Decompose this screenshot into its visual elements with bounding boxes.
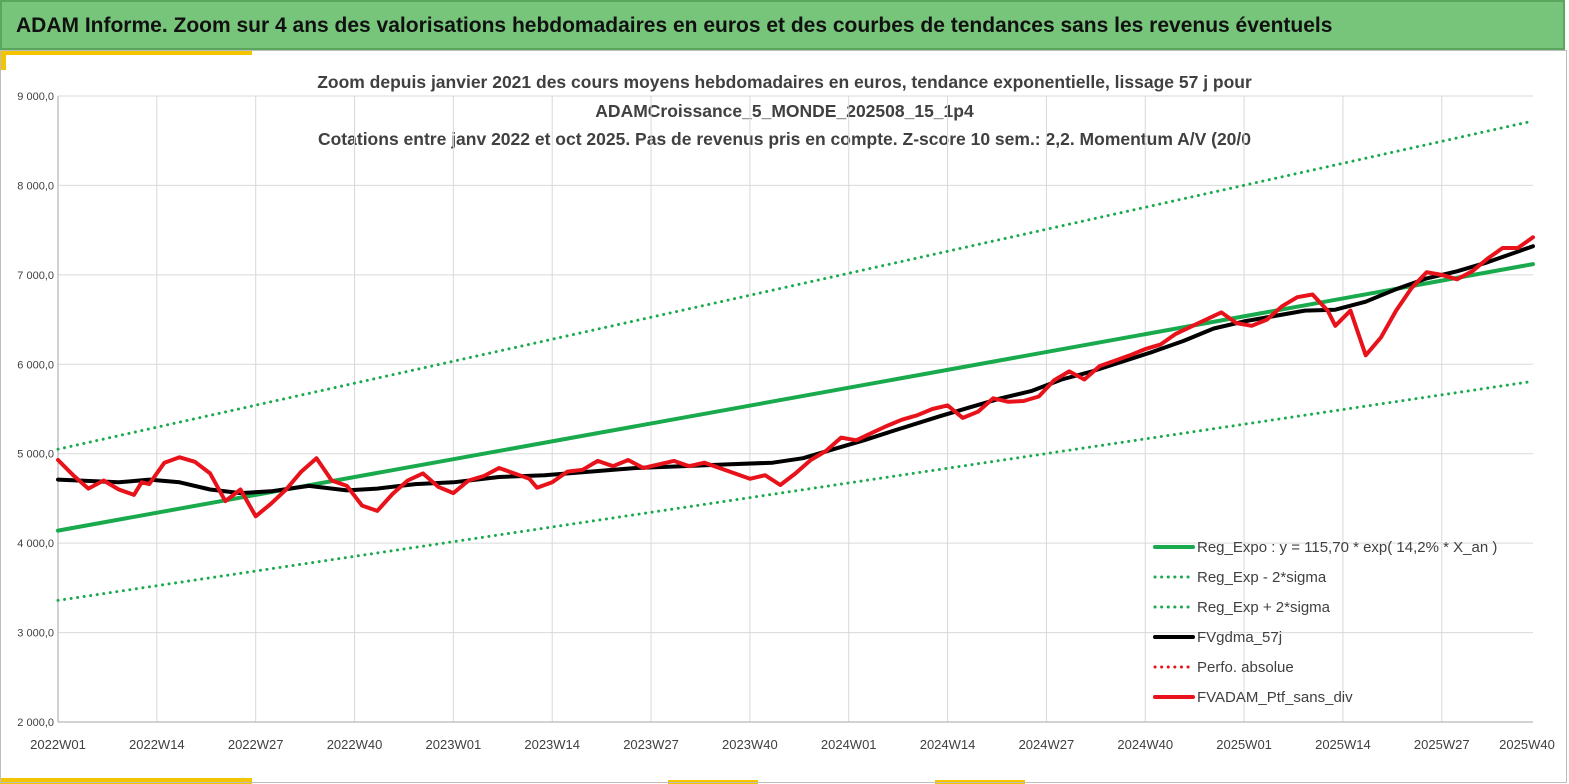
header-bar: ADAM Informe. Zoom sur 4 ans des valoris…	[0, 0, 1565, 50]
x-tick-label: 2022W01	[30, 737, 86, 752]
x-tick-label: 2024W27	[1019, 737, 1075, 752]
x-tick-label: 2024W01	[821, 737, 877, 752]
x-tick-label: 2024W14	[920, 737, 976, 752]
x-tick-label: 2024W40	[1117, 737, 1173, 752]
series-line-fvgdma-57j	[56, 244, 1535, 496]
x-tick-label: 2025W40	[1499, 737, 1555, 752]
page-title: ADAM Informe. Zoom sur 4 ans des valoris…	[16, 14, 1333, 37]
x-tick-label: 2025W01	[1216, 737, 1272, 752]
x-tick-label: 2022W40	[327, 737, 383, 752]
y-tick-label: 4 000,0	[17, 538, 54, 550]
chart-title-line-3: Cotations entre janv 2022 et oct 2025. P…	[317, 129, 1252, 149]
y-tick-label: 6 000,0	[17, 359, 54, 371]
x-tick-label: 2025W14	[1315, 737, 1371, 752]
y-tick-label: 3 000,0	[17, 628, 54, 640]
x-tick-label: 2022W27	[228, 737, 284, 752]
y-tick-label: 2 000,0	[17, 717, 54, 729]
legend-label: Reg_Exp + 2*sigma	[1197, 599, 1331, 616]
legend-label: Reg_Expo : y = 115,70 * exp( 14,2% * X_a…	[1197, 539, 1497, 556]
accent-bar-left	[0, 50, 6, 70]
chart-title-line-2: ADAMCroissance_5_MONDE_202508_15_1p4	[595, 101, 974, 121]
series-line-fvadam-ptf-sans-div	[56, 235, 1535, 519]
legend-label: FVgdma_57j	[1197, 629, 1282, 646]
accent-bar-top	[0, 50, 252, 55]
legend-label: FVADAM_Ptf_sans_div	[1197, 689, 1353, 706]
y-tick-label: 5 000,0	[17, 449, 54, 461]
accent-bar-bottom-left	[0, 778, 252, 784]
series-line-reg-exp-2-sigma	[56, 119, 1535, 451]
legend-label: Perfo. absolue	[1197, 659, 1294, 676]
y-tick-label: 7 000,0	[17, 270, 54, 282]
x-tick-label: 2023W40	[722, 737, 778, 752]
legend-label: Reg_Exp - 2*sigma	[1197, 569, 1327, 586]
x-tick-label: 2023W27	[623, 737, 679, 752]
series-line-reg-exp-2-sigma	[56, 379, 1535, 602]
x-tick-label: 2023W01	[426, 737, 482, 752]
y-tick-label: 8 000,0	[17, 180, 54, 192]
chart-title-line-1: Zoom depuis janvier 2021 des cours moyen…	[317, 72, 1252, 92]
x-tick-label: 2023W14	[524, 737, 580, 752]
x-tick-label: 2025W27	[1414, 737, 1470, 752]
x-tick-label: 2022W14	[129, 737, 185, 752]
chart-area	[0, 50, 1567, 783]
y-tick-label: 9 000,0	[17, 91, 54, 103]
